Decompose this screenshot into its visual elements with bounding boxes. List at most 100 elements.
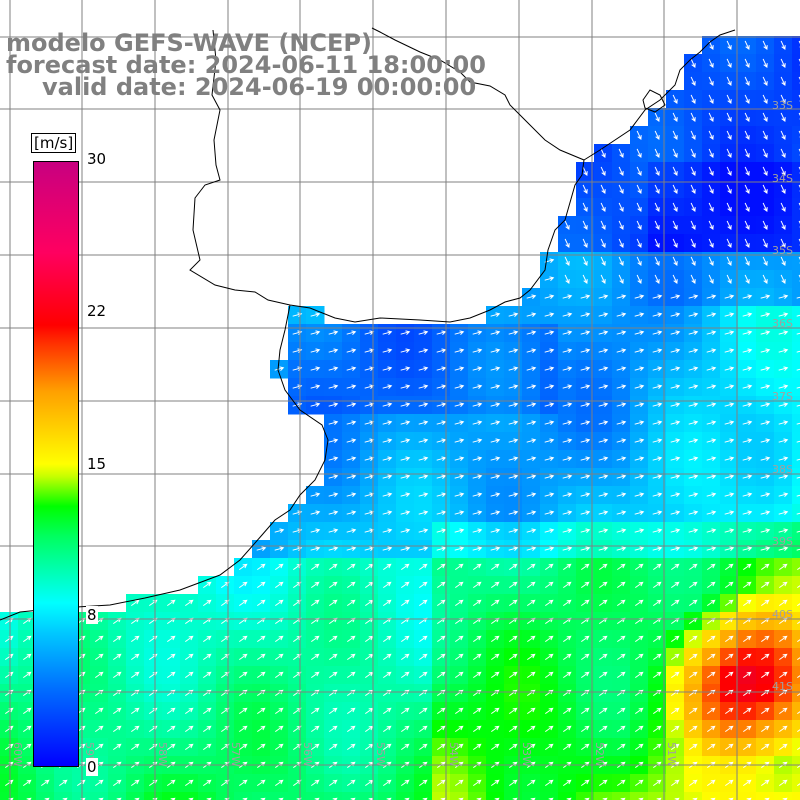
wind-arrow bbox=[708, 184, 714, 195]
wind-arrow bbox=[652, 312, 663, 317]
wind-arrow bbox=[616, 492, 627, 497]
wind-arrow bbox=[185, 671, 194, 679]
wind-arrow bbox=[744, 220, 750, 231]
wind-arrow bbox=[762, 238, 768, 249]
wind-arrow bbox=[564, 238, 570, 249]
wind-arrow bbox=[796, 476, 800, 479]
wind-arrow bbox=[526, 312, 537, 317]
wind-arrow bbox=[350, 797, 356, 800]
wind-arrow bbox=[526, 528, 537, 533]
wind-arrow bbox=[544, 438, 555, 443]
wind-speed-cell bbox=[720, 792, 739, 800]
wind-arrow bbox=[707, 689, 716, 697]
wind-arrow bbox=[599, 671, 608, 679]
wind-arrow bbox=[473, 779, 482, 787]
wind-arrow bbox=[796, 332, 800, 335]
wind-speed-cell bbox=[792, 666, 800, 685]
wind-arrow bbox=[726, 220, 732, 231]
wind-speed-cell bbox=[594, 792, 613, 800]
wind-arrow bbox=[689, 743, 698, 751]
wind-arrow bbox=[708, 238, 714, 249]
wind-arrow bbox=[472, 348, 483, 353]
wind-arrow bbox=[509, 635, 518, 643]
coastline bbox=[0, 27, 736, 621]
wind-arrow bbox=[113, 671, 122, 679]
wind-arrow bbox=[744, 40, 750, 51]
wind-arrow bbox=[436, 528, 447, 533]
wind-arrow bbox=[708, 58, 714, 69]
wind-speed-cell bbox=[378, 792, 397, 800]
wind-arrow bbox=[724, 348, 735, 353]
wind-arrow bbox=[708, 202, 714, 213]
wind-arrow bbox=[203, 779, 212, 787]
wind-arrow bbox=[764, 797, 770, 800]
wind-arrow bbox=[329, 653, 338, 661]
wind-arrow bbox=[167, 635, 176, 643]
wind-arrow bbox=[652, 348, 663, 353]
wind-arrow bbox=[761, 779, 770, 787]
wind-arrow bbox=[582, 184, 588, 195]
wind-arrow bbox=[419, 689, 428, 697]
wind-arrow bbox=[582, 202, 588, 213]
wind-arrow bbox=[95, 779, 104, 787]
wind-arrow bbox=[490, 546, 501, 551]
wind-speed-cell bbox=[792, 486, 800, 505]
wind-arrow bbox=[670, 366, 681, 371]
wind-arrow bbox=[708, 94, 714, 105]
wind-arrow bbox=[796, 350, 800, 353]
wind-arrow bbox=[618, 202, 624, 213]
wind-arrow bbox=[347, 743, 356, 751]
wind-speed-cell bbox=[792, 522, 800, 541]
wind-arrow bbox=[400, 420, 411, 425]
wind-arrow bbox=[95, 725, 104, 733]
wind-arrow bbox=[636, 130, 642, 141]
wind-arrow bbox=[617, 563, 626, 571]
wind-arrow bbox=[598, 546, 609, 551]
wind-arrow bbox=[131, 689, 140, 697]
wind-arrow bbox=[580, 330, 591, 335]
wind-arrow bbox=[652, 456, 663, 461]
wind-speed-cell bbox=[792, 378, 800, 397]
wind-arrow bbox=[257, 635, 266, 643]
wind-speed-cell bbox=[792, 504, 800, 523]
wind-arrow bbox=[796, 512, 800, 515]
wind-arrow bbox=[274, 366, 285, 371]
wind-arrow bbox=[616, 330, 627, 335]
wind-arrow bbox=[689, 599, 698, 607]
wind-arrow bbox=[600, 274, 606, 285]
wind-arrow bbox=[167, 599, 176, 607]
wind-arrow bbox=[418, 510, 429, 515]
wind-arrow bbox=[437, 563, 446, 571]
wind-arrow bbox=[634, 474, 645, 479]
wind-arrow bbox=[328, 402, 339, 407]
wind-arrow bbox=[670, 312, 681, 317]
wind-arrow bbox=[778, 366, 789, 371]
wind-arrow bbox=[563, 725, 572, 733]
wind-arrow bbox=[726, 148, 732, 159]
wind-arrow bbox=[584, 797, 590, 800]
wind-arrow bbox=[688, 492, 699, 497]
wind-speed-cell bbox=[792, 360, 800, 379]
wind-arrow bbox=[743, 725, 752, 733]
wind-arrow bbox=[780, 148, 786, 159]
wind-arrow bbox=[779, 599, 788, 607]
wind-arrow bbox=[580, 366, 591, 371]
wind-arrow bbox=[635, 725, 644, 733]
wind-arrow bbox=[743, 653, 752, 661]
wind-arrow bbox=[455, 581, 464, 589]
wind-arrow bbox=[706, 348, 717, 353]
wind-arrow bbox=[725, 599, 734, 607]
wind-arrow bbox=[275, 743, 284, 751]
wind-arrow bbox=[654, 256, 660, 267]
wind-arrow bbox=[582, 256, 588, 267]
wind-arrow bbox=[544, 330, 555, 335]
wind-arrow bbox=[743, 707, 752, 715]
wind-arrow bbox=[671, 743, 680, 751]
wind-arrow bbox=[419, 671, 428, 679]
wind-arrow bbox=[476, 797, 482, 800]
wind-arrow bbox=[509, 671, 518, 679]
wind-arrow bbox=[491, 779, 500, 787]
latitude-label: 34S bbox=[772, 172, 793, 185]
wind-arrow bbox=[580, 348, 591, 353]
wind-arrow bbox=[598, 420, 609, 425]
